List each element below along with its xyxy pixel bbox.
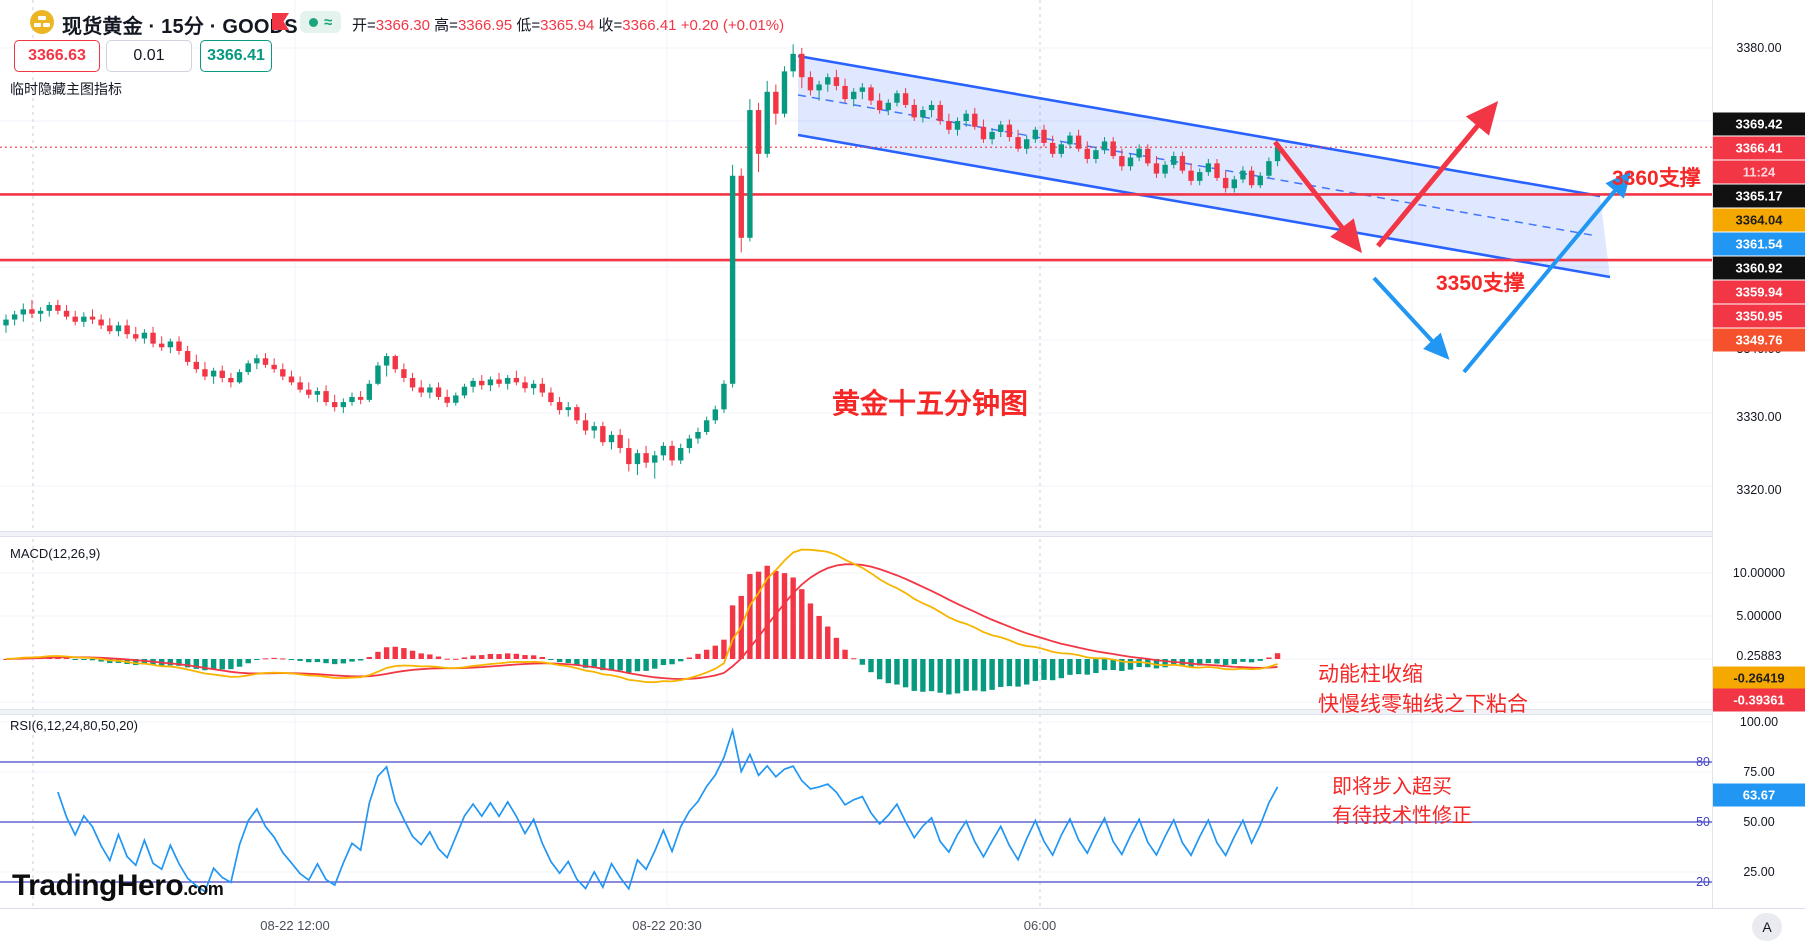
macd-signal-line xyxy=(5,563,1278,680)
rsi-scale-label: 100.00 xyxy=(1739,715,1779,729)
rsi-value-label: 63.67 xyxy=(1713,783,1805,807)
high-value: 3366.95 xyxy=(457,17,513,34)
price-scale-label: 3380.00 xyxy=(1736,41,1782,55)
macd-scale-label: 0.25883 xyxy=(1736,649,1782,663)
rsi-level-label: 80 xyxy=(1696,755,1710,769)
rsi-scale-label: 75.00 xyxy=(1743,765,1775,779)
price-value-label: 3359.94 xyxy=(1713,280,1805,304)
symbol-title[interactable]: 现货黄金 · 15分 · GOODS xyxy=(62,16,298,38)
brand-name: TradingHero xyxy=(12,869,184,902)
channel-mid-line xyxy=(797,94,1598,237)
channel-upper-line[interactable] xyxy=(797,54,1601,198)
price-axis[interactable]: 3380.003340.003330.003320.003369.423366.… xyxy=(1712,0,1805,944)
change-value: +0.20 xyxy=(680,17,719,34)
macd-value-label: -0.26419 xyxy=(1713,666,1805,690)
price-value-label: 3369.42 xyxy=(1713,112,1805,136)
symbol-logo-icon[interactable] xyxy=(30,10,54,34)
low-label: 低= xyxy=(516,17,541,34)
price-value-label: 3361.54 xyxy=(1713,232,1805,256)
brand-watermark: TradingHero.com xyxy=(12,869,224,903)
time-axis-label: 06:00 xyxy=(1023,918,1057,933)
flag-icon[interactable] xyxy=(272,13,289,30)
macd-dif-line xyxy=(5,548,1278,684)
rsi-level-label: 20 xyxy=(1696,875,1710,889)
price-value-label: 3350.95 xyxy=(1713,304,1805,328)
time-axis-label: 08-22 20:30 xyxy=(632,918,702,933)
open-label: 开= xyxy=(352,17,376,34)
high-label: 高= xyxy=(434,17,458,34)
close-value: 3366.41 xyxy=(622,17,677,34)
ohlc-row: 开=3366.30 高=3366.95 低=3365.94 收=3366.41 … xyxy=(352,14,784,35)
candles xyxy=(3,44,1281,479)
rsi-line xyxy=(57,727,1279,893)
pane-divider[interactable] xyxy=(0,709,1805,715)
price-value-label: 3365.17 xyxy=(1713,184,1805,208)
time-axis[interactable]: A 08-22 12:00 08-22 20:30 06:00 xyxy=(0,908,1805,944)
annotation-main-note: 黄金十五分钟图 xyxy=(832,388,1029,419)
time-axis-label: 08-22 12:00 xyxy=(260,918,330,933)
price-value-label: 3366.41 xyxy=(1713,136,1805,160)
low-value: 3365.94 xyxy=(540,17,595,34)
rsi-level-labels: 80 50 20 xyxy=(1684,0,1710,944)
annotation-rsi-note-1: 即将步入超买 xyxy=(1332,776,1452,798)
close-label: 收= xyxy=(598,17,623,34)
annotation-macd-note-2: 快慢线零轴线之下粘合 xyxy=(1318,693,1528,716)
annotation-support-3360: 3360支撑 xyxy=(1612,167,1701,190)
buy-price-button[interactable]: 3366.41 xyxy=(200,40,272,72)
annotation-rsi-note-2: 有待技术性修正 xyxy=(1332,805,1472,827)
price-value-label: 3364.04 xyxy=(1713,208,1805,232)
blue-down-arrow xyxy=(1372,276,1450,360)
open-value: 3366.30 xyxy=(375,17,430,34)
channel-lower-line[interactable] xyxy=(797,133,1611,279)
change-pct-value: (+0.01%) xyxy=(722,17,785,34)
macd-scale-label: 10.00000 xyxy=(1732,566,1786,580)
spread-value: 0.01 xyxy=(106,40,192,72)
price-value-label: 3349.76 xyxy=(1713,328,1805,352)
sell-price-button[interactable]: 3366.63 xyxy=(14,40,100,72)
price-value-label: 3360.92 xyxy=(1713,256,1805,280)
price-scale-label: 3320.00 xyxy=(1736,483,1782,497)
market-open-dot-icon xyxy=(309,17,318,27)
macd-scale-label: 5.00000 xyxy=(1736,609,1782,623)
blue-up-arrow xyxy=(1462,171,1632,374)
price-value-label: 11:24 xyxy=(1713,160,1805,184)
adjust-button[interactable]: A xyxy=(1752,913,1782,941)
pane-divider[interactable] xyxy=(0,531,1805,537)
macd-pane-title[interactable]: MACD(12,26,9) xyxy=(10,546,101,561)
macd-value-label: -0.39361 xyxy=(1713,688,1805,712)
brand-tld: .com xyxy=(183,879,224,899)
red-down-arrow xyxy=(1273,140,1363,254)
red-up-arrow xyxy=(1376,100,1499,248)
approx-icon: ≈ xyxy=(324,13,333,31)
rsi-scale-label: 50.00 xyxy=(1743,815,1775,829)
rsi-scale-label: 25.00 xyxy=(1743,865,1775,879)
hidden-indicator-note: 临时隐藏主图指标 xyxy=(10,81,122,97)
market-status-pill: ≈ xyxy=(300,11,342,33)
price-scale-label: 3330.00 xyxy=(1736,410,1782,424)
rsi-level-label: 50 xyxy=(1696,815,1710,829)
rsi-pane-title[interactable]: RSI(6,12,24,80,50,20) xyxy=(10,718,138,733)
annotation-macd-note-1: 动能柱收缩 xyxy=(1318,663,1423,686)
annotation-support-3350: 3350支撑 xyxy=(1436,272,1525,295)
